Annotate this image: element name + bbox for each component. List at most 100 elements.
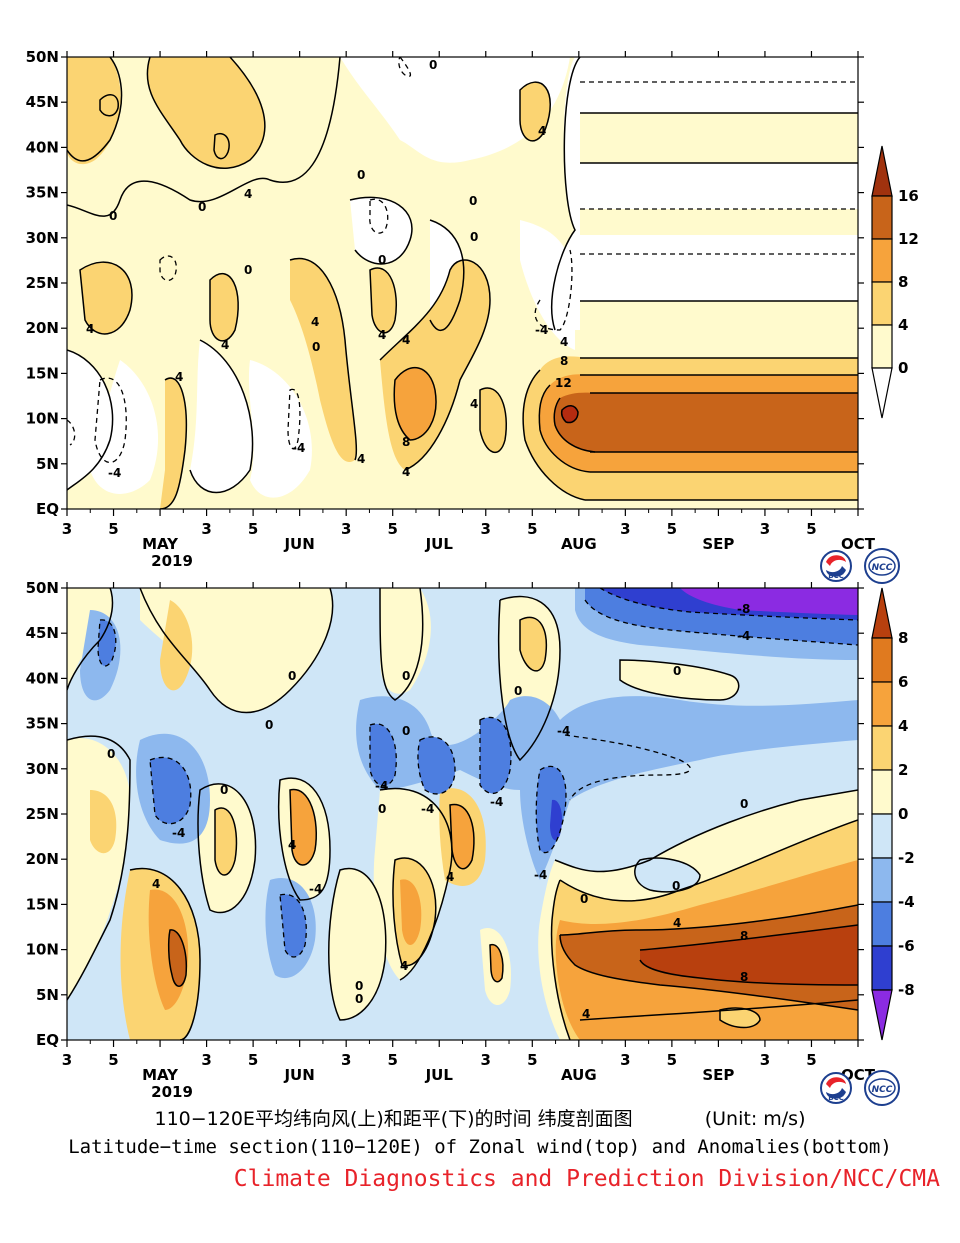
colorbar-arrow — [871, 587, 893, 639]
contour-label: 0 — [107, 747, 115, 761]
caption-unit: (Unit: m/s) — [704, 1108, 806, 1130]
contour-label: 4 — [446, 870, 454, 884]
x-tick-label: 5 — [248, 1051, 258, 1069]
x-tick-label: 3 — [62, 520, 72, 538]
contour-label: -4 — [737, 629, 750, 643]
contour-label: 0 — [109, 209, 117, 223]
x-tick-label: 5 — [387, 520, 397, 538]
anomaly-colorbar: 8 6 4 2 0 -2 -4 -6 -8 — [871, 587, 915, 1041]
zonal-wind-panel: 0 4 4 0 0 0 0 0 0 0 4 4 -4 4 4 4 0 4 8 1… — [26, 48, 876, 570]
y-tick-label: 15N — [26, 364, 59, 382]
y-tick-label: 30N — [26, 760, 59, 778]
contour-label: -4 — [292, 441, 305, 455]
bcc-logo-text: BCC — [828, 1094, 844, 1102]
contour-label: 0 — [673, 664, 681, 678]
x-tick-label: 3 — [341, 520, 351, 538]
colorbar-arrow — [871, 989, 893, 1041]
contour-label: 0 — [244, 263, 252, 277]
colorbar-segment — [871, 857, 893, 903]
contour-label: 0 — [357, 168, 365, 182]
contour-label: -4 — [534, 868, 547, 882]
svg-text:NCC: NCC — [872, 563, 893, 573]
colorbar-segment — [871, 281, 893, 326]
contour-label: 0 — [469, 194, 477, 208]
y-tick-label: 35N — [26, 184, 59, 202]
x-tick-label: JUL — [425, 1066, 454, 1084]
y-tick-label: 25N — [26, 274, 59, 292]
colorbar-label: 6 — [898, 673, 908, 691]
colorbar-label: 2 — [898, 761, 908, 779]
x-tick-label: MAY — [142, 1066, 179, 1084]
contour-label: -4 — [309, 882, 322, 896]
contour-label: 4 — [582, 1007, 590, 1021]
contour-label: 0 — [288, 669, 296, 683]
y-tick-label: 40N — [26, 138, 59, 156]
anomaly-fill — [67, 588, 858, 1040]
colorbar-arrow — [871, 367, 893, 419]
colorbar-segment — [871, 725, 893, 771]
colorbar-label: 12 — [898, 230, 919, 248]
colorbar-segment — [871, 195, 893, 240]
x-tick-label: AUG — [561, 1066, 597, 1084]
contour-label: 12 — [555, 376, 572, 390]
x-tick-label: 5 — [667, 1051, 677, 1069]
x-tick-label: JUN — [283, 535, 314, 553]
contour-label: 0 — [740, 797, 748, 811]
zonal-wind-contour-labels: 0 4 4 0 0 0 0 0 0 0 4 4 -4 4 4 4 0 4 8 1… — [86, 58, 572, 480]
colorbar-label: -4 — [898, 893, 915, 911]
year-label: 2019 — [151, 1083, 193, 1101]
zonal-wind-neg-contours — [67, 57, 858, 463]
contour-label: -4 — [490, 795, 503, 809]
anomaly-panel: -8 -4 0 0 0 0 0 0 -4 0 0 -4 0 0 -4 -4 -4… — [26, 579, 876, 1101]
y-tick-label: 10N — [26, 410, 59, 428]
contour-label: 4 — [357, 452, 365, 466]
contour-label: 0 — [355, 979, 363, 993]
colorbar-label: 4 — [898, 717, 908, 735]
colorbar-label: 8 — [898, 273, 908, 291]
caption-cn-text: 110−120E平均纬向风(上)和距平(下)的时间 纬度剖面图 — [154, 1108, 633, 1130]
x-tick-label: 3 — [201, 520, 211, 538]
y-tick-label: 50N — [26, 579, 59, 597]
colorbar-label: 8 — [898, 629, 908, 647]
contour-label: 0 — [378, 802, 386, 816]
contour-label: 4 — [175, 370, 183, 384]
y-tick-label: 50N — [26, 48, 59, 66]
y-tick-label: 25N — [26, 805, 59, 823]
contour-label: 4 — [244, 187, 252, 201]
contour-label: 4 — [538, 124, 546, 138]
bcc-logo: BCC — [820, 550, 852, 582]
colorbar-arrow — [871, 145, 893, 197]
contour-label: 0 — [312, 340, 320, 354]
contour-label: 0 — [378, 253, 386, 267]
colorbar-label: -8 — [898, 981, 915, 999]
y-tick-label: 10N — [26, 941, 59, 959]
contour-label: -8 — [737, 602, 750, 616]
y-tick-label: 15N — [26, 895, 59, 913]
x-tick-label: 3 — [481, 1051, 491, 1069]
colorbar-segment — [871, 637, 893, 683]
y-tick-label: 5N — [36, 455, 59, 473]
y-tick-label: EQ — [36, 500, 59, 518]
contour-label: 4 — [378, 328, 386, 342]
x-tick-label: 3 — [620, 520, 630, 538]
caption-english: Latitude−time section(110−120E) of Zonal… — [68, 1136, 892, 1158]
contour-label: 4 — [400, 959, 408, 973]
contour-label: 4 — [288, 838, 296, 852]
colorbar-segment — [871, 324, 893, 369]
colorbar-label: 4 — [898, 316, 908, 334]
contour-label: 8 — [402, 435, 410, 449]
contour-label: -4 — [421, 802, 434, 816]
x-tick-label: 5 — [108, 1051, 118, 1069]
contour-label: 4 — [221, 338, 229, 352]
x-tick-label: SEP — [702, 535, 734, 553]
bcc-logo: BCC — [820, 1072, 852, 1104]
x-tick-label: 3 — [620, 1051, 630, 1069]
anomaly-neg-contours — [97, 588, 858, 958]
colorbar-segment — [871, 901, 893, 947]
x-tick-label: AUG — [561, 535, 597, 553]
y-tick-label: 20N — [26, 850, 59, 868]
x-tick-label: OCT — [841, 535, 876, 553]
y-tick-label: 45N — [26, 624, 59, 642]
y-tick-label: 20N — [26, 319, 59, 337]
